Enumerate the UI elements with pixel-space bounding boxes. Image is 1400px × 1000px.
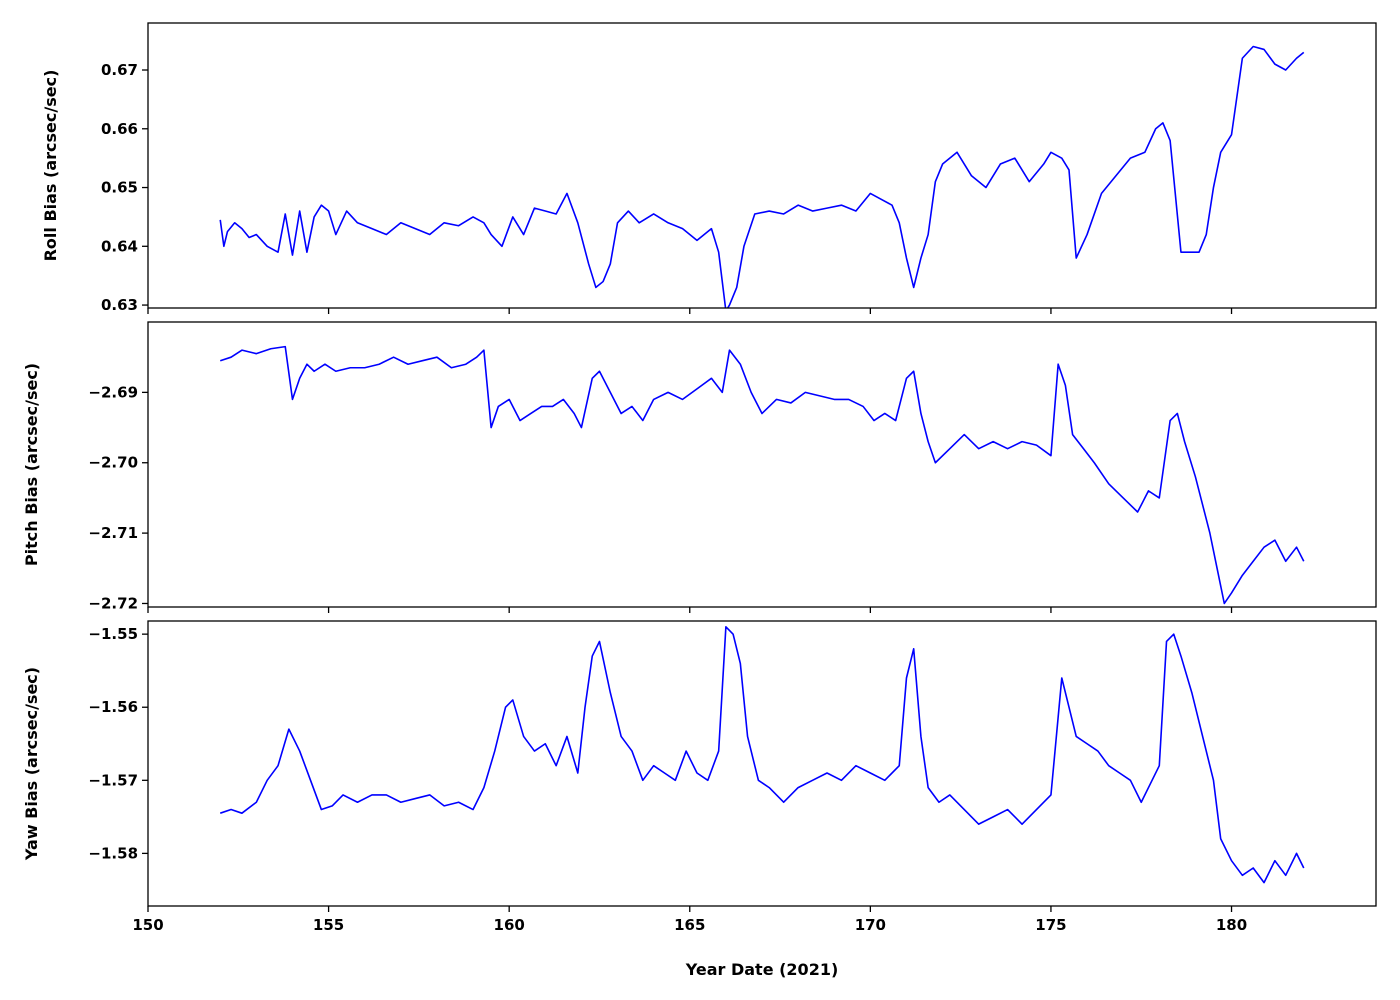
pitch-y-tick-label: −2.71 [88,524,138,542]
yaw-x-tick-label: 170 [855,916,886,934]
yaw-x-tick-label: 150 [132,916,163,934]
roll-series-line [219,45,1305,308]
panels-container: 0.63 0.64 0.65 0.66 0.67 Roll Bias (arcsec/se… [22,22,1377,934]
pitch-y-tick-label: −2.69 [88,383,138,401]
yaw-x-tick-label: 180 [1216,916,1247,934]
pitch-series-line [219,345,1305,605]
pitch-axes-frame [147,321,1377,608]
yaw-x-tick-label: 160 [494,916,525,934]
yaw-x-tick-label: 175 [1035,916,1066,934]
roll-y-tick-label: 0.63 [101,296,138,314]
yaw-y-tick-label: −1.58 [88,844,138,862]
yaw-y-axis-label: Yaw Bias (arcsec/sec) [22,667,41,861]
pitch-panel: −2.72 −2.71 −2.70 −2.69 Pitch Bias (arcsec/s… [22,321,1377,613]
pitch-y-tick-label: −2.70 [88,454,138,472]
yaw-x-tick-label: 155 [313,916,344,934]
yaw-x-tick-label: 165 [674,916,705,934]
roll-y-axis-label: Roll Bias (arcsec/sec) [41,70,60,262]
roll-axes-frame [147,22,1377,309]
yaw-y-tick-label: −1.55 [88,625,138,643]
yaw-axes-frame [147,620,1377,907]
pitch-y-axis-label: Pitch Bias (arcsec/sec) [22,363,41,566]
yaw-y-tick-label: −1.57 [88,771,138,789]
roll-y-tick-label: 0.66 [101,120,138,138]
roll-y-tick-label: 0.67 [101,61,138,79]
roll-y-tick-label: 0.64 [101,237,138,255]
roll-y-tick-label: 0.65 [101,179,138,197]
yaw-panel: 150 155 160 165 170 175 180 −1.58 −1.57 −1.56 −1.5… [22,620,1377,934]
pitch-y-tick-label: −2.72 [88,594,138,612]
roll-panel: 0.63 0.64 0.65 0.66 0.67 Roll Bias (arcsec/se… [41,22,1377,314]
x-axis-label: Year Date (2021) [685,960,839,979]
yaw-series-line [219,626,1305,884]
yaw-y-tick-label: −1.56 [88,698,138,716]
